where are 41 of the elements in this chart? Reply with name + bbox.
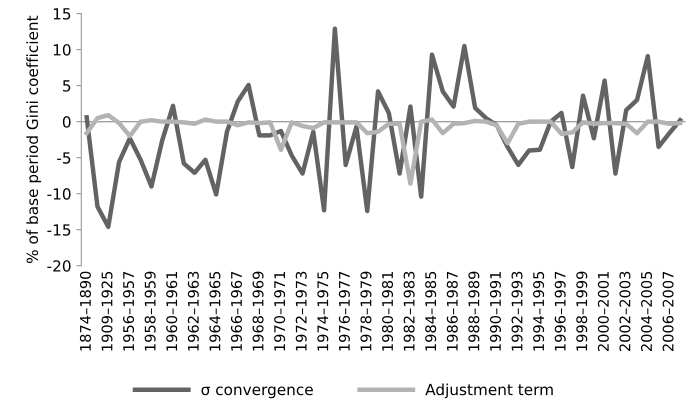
x-tick-label: 2006–2007: [662, 272, 674, 352]
y-tick-label: 5: [63, 80, 70, 92]
y-tick-label: -5: [57, 152, 70, 164]
legend-label: Adjustment term: [425, 383, 553, 398]
x-tick-label: 1960–1961: [166, 272, 178, 351]
y-tick-label: 10: [54, 44, 71, 56]
x-tick-label: 1998–1999: [576, 272, 588, 351]
x-tick-label: 1964–1965: [209, 272, 220, 351]
x-tick-label: 1974–1975: [317, 272, 328, 351]
y-tick-label: -10: [47, 188, 71, 200]
x-tick-label: 1956–1957: [123, 272, 134, 351]
x-tick-label: 1986–1987: [446, 272, 458, 351]
x-tick-label: 1980–1981: [382, 272, 394, 351]
line-series: [84, 26, 682, 230]
x-tick-label: 1874–1890: [80, 272, 91, 351]
x-tick-label: 1984–1985: [425, 272, 436, 351]
x-tick-label: 1970–1971: [274, 272, 286, 351]
x-tick-label: 1978–1979: [360, 272, 372, 351]
x-tick-label: 2000–2001: [598, 272, 609, 352]
x-tick-label: 1988–1989: [468, 272, 480, 351]
line-series: [84, 112, 682, 186]
x-tick-label: 1990–1991: [490, 272, 501, 351]
x-tick-label: 2002–2003: [619, 272, 630, 352]
x-tick-label: 1992–1993: [512, 272, 523, 351]
x-tick-label: 1982–1983: [404, 272, 415, 351]
x-tick-label: 1909–1925: [101, 272, 113, 351]
legend-label: σ convergence: [201, 386, 313, 398]
y-tick-label: 0: [62, 116, 71, 128]
x-tick-label: 2004–2005: [640, 272, 652, 352]
x-tick-label: 1958–1959: [144, 272, 156, 351]
x-tick-label: 1976–1977: [338, 272, 350, 351]
y-tick-label: -20: [47, 260, 71, 272]
y-axis-title: % of base period Gini coefficient: [26, 16, 42, 264]
x-tick-label: 1966–1967: [230, 272, 242, 351]
x-tick-label: 1962–1963: [188, 272, 199, 351]
x-tick-label: 1972–1973: [296, 272, 307, 351]
x-tick-label: 1994–1995: [533, 272, 544, 351]
x-tick-label: 1968–1969: [252, 272, 264, 351]
x-tick-label: 1996–1997: [554, 272, 566, 351]
y-tick-label: 15: [54, 8, 70, 20]
y-tick-label: -15: [47, 224, 70, 236]
